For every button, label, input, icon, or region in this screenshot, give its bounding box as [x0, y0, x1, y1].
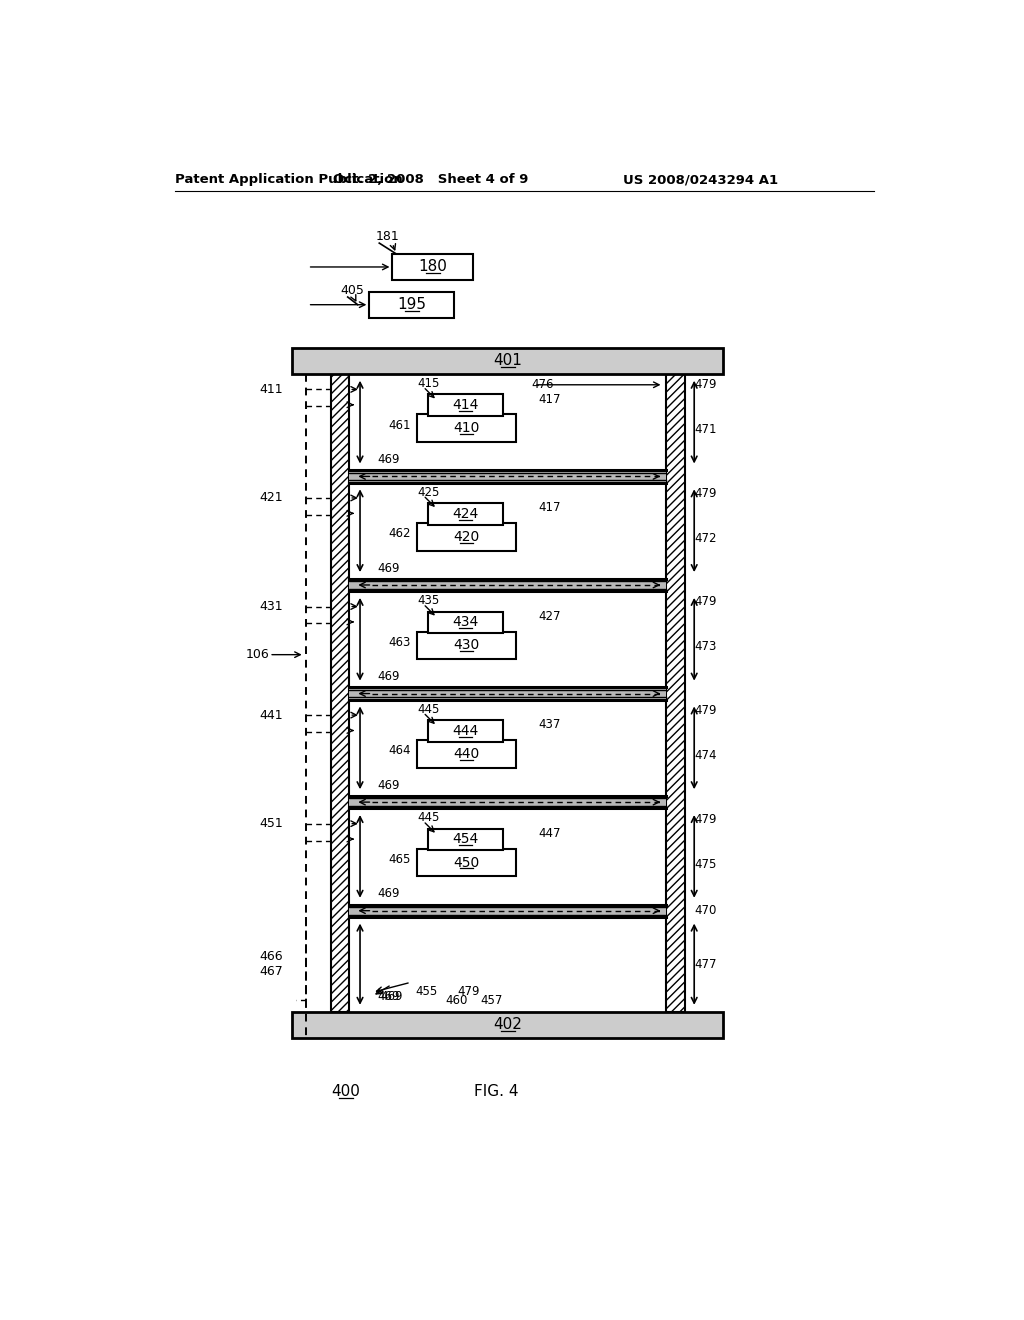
- Bar: [417, 414, 515, 442]
- Bar: [428, 829, 503, 850]
- Bar: [349, 578, 667, 591]
- Text: 471: 471: [694, 424, 717, 437]
- Text: 445: 445: [417, 702, 439, 715]
- Text: 430: 430: [454, 639, 479, 652]
- Text: Patent Application Publication: Patent Application Publication: [175, 173, 403, 186]
- Text: 444: 444: [453, 723, 478, 738]
- Bar: [370, 292, 454, 318]
- Text: 440: 440: [454, 747, 479, 762]
- Bar: [349, 796, 667, 808]
- Text: 447: 447: [538, 826, 560, 840]
- Text: US 2008/0243294 A1: US 2008/0243294 A1: [624, 173, 778, 186]
- Text: 475: 475: [694, 858, 717, 871]
- Bar: [349, 470, 667, 483]
- Text: 479: 479: [458, 985, 480, 998]
- Bar: [392, 253, 473, 280]
- Text: 469: 469: [377, 990, 399, 1003]
- Text: 417: 417: [538, 502, 560, 513]
- Text: 474: 474: [694, 748, 717, 762]
- Text: 457: 457: [480, 994, 503, 1007]
- Text: 470: 470: [694, 904, 717, 917]
- Text: 462: 462: [389, 527, 412, 540]
- Text: 450: 450: [454, 855, 479, 870]
- Text: 466: 466: [259, 950, 283, 964]
- Bar: [667, 374, 685, 1011]
- Bar: [417, 631, 515, 659]
- Text: 420: 420: [454, 529, 479, 544]
- Text: 467: 467: [259, 965, 283, 978]
- Text: 472: 472: [694, 532, 717, 545]
- Text: 479: 479: [694, 704, 717, 717]
- Text: 402: 402: [494, 1018, 522, 1032]
- Text: 463: 463: [389, 636, 412, 649]
- Text: 106: 106: [246, 648, 269, 661]
- Text: 465: 465: [389, 853, 412, 866]
- Bar: [428, 611, 503, 634]
- Text: 451: 451: [259, 817, 283, 830]
- Text: 469: 469: [377, 453, 399, 466]
- Text: 435: 435: [417, 594, 439, 607]
- Text: 479: 479: [694, 487, 717, 500]
- Text: 479: 479: [694, 379, 717, 391]
- Text: 477: 477: [694, 958, 717, 970]
- Text: 469: 469: [377, 887, 399, 900]
- Text: 417: 417: [538, 392, 560, 405]
- Text: 455: 455: [415, 985, 437, 998]
- Bar: [349, 688, 667, 700]
- Text: 454: 454: [453, 833, 478, 846]
- Bar: [331, 374, 349, 1011]
- Text: 479: 479: [694, 813, 717, 825]
- Bar: [292, 1011, 724, 1038]
- Text: 431: 431: [259, 601, 283, 612]
- Text: 469: 469: [377, 779, 399, 792]
- Text: 410: 410: [453, 421, 479, 436]
- Text: 461: 461: [389, 418, 412, 432]
- Text: 401: 401: [494, 354, 522, 368]
- Bar: [417, 849, 515, 876]
- Text: 437: 437: [538, 718, 560, 731]
- Text: FIG. 4: FIG. 4: [474, 1084, 518, 1100]
- Text: 415: 415: [417, 378, 439, 391]
- Text: 421: 421: [259, 491, 283, 504]
- Bar: [349, 904, 667, 917]
- Text: 441: 441: [259, 709, 283, 722]
- Text: 411: 411: [259, 383, 283, 396]
- Bar: [428, 503, 503, 524]
- Text: 469: 469: [377, 671, 399, 684]
- Text: 476: 476: [531, 379, 554, 391]
- Text: 425: 425: [417, 486, 439, 499]
- Text: 479: 479: [694, 595, 717, 609]
- Text: 414: 414: [453, 399, 478, 412]
- Text: 473: 473: [694, 640, 717, 653]
- Text: Oct. 2, 2008   Sheet 4 of 9: Oct. 2, 2008 Sheet 4 of 9: [333, 173, 528, 186]
- Bar: [292, 348, 724, 374]
- Text: 180: 180: [419, 260, 447, 275]
- Text: 469: 469: [377, 561, 399, 574]
- Text: 181: 181: [376, 231, 399, 243]
- Text: 427: 427: [538, 610, 560, 623]
- Text: 400: 400: [332, 1084, 360, 1100]
- Text: 460: 460: [445, 994, 468, 1007]
- Text: 195: 195: [397, 297, 426, 313]
- Bar: [428, 395, 503, 416]
- Text: 464: 464: [389, 744, 412, 758]
- Bar: [417, 523, 515, 550]
- Text: 424: 424: [453, 507, 478, 521]
- Bar: [417, 741, 515, 768]
- Text: 405: 405: [340, 284, 364, 297]
- Bar: [428, 721, 503, 742]
- Text: 445: 445: [417, 812, 439, 825]
- Text: 434: 434: [453, 615, 478, 630]
- Text: 469: 469: [380, 990, 402, 1003]
